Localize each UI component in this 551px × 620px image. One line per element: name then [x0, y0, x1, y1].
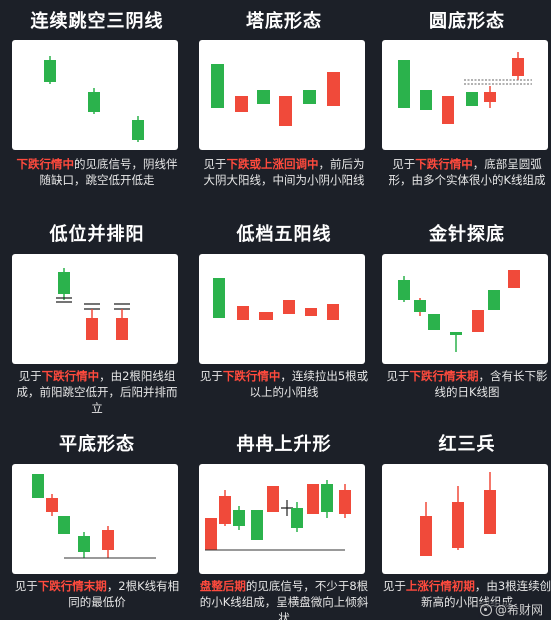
desc-part: 见于: [18, 369, 42, 383]
candles-hammer-bottom: [398, 270, 520, 352]
pattern-title: 塔底形态: [246, 11, 322, 32]
desc-part: ，2根K线有相同的最低价: [68, 579, 180, 609]
desc-part: 下跌行情中: [415, 157, 473, 171]
pattern-description: 见于下跌行情中，底部呈圆弧形，由多个实体很小的K线组成: [382, 156, 551, 188]
pattern-description: 下跌行情中的见底信号，阴线伴随缺口，跳空低开低走: [12, 156, 182, 188]
desc-part: 下跌或上涨回调中: [226, 157, 319, 171]
pattern-description: 盘整后期的见底信号，不少于8根的小K线组成，呈横盘微向上倾斜状: [199, 578, 369, 620]
desc-part: 见于: [392, 157, 416, 171]
desc-part: ，由2根阳线组成，前阳跳空低开，后阳并排而立: [16, 369, 178, 415]
candles-tower-bottom: [211, 64, 340, 126]
candlestick-panel: [12, 40, 178, 150]
candlestick-panel: [12, 254, 178, 364]
pattern-title: 红三兵: [438, 434, 496, 455]
desc-part: 见于: [203, 157, 227, 171]
desc-part: 下跌行情中: [41, 369, 100, 383]
candles-three-white-soldiers: [420, 472, 496, 556]
desc-part: ，前后为大阴大阳线，中间为小阴小阳线: [203, 157, 365, 187]
desc-part: 下跌行情中: [16, 157, 75, 171]
desc-part: 下跌行情末期: [409, 369, 479, 383]
desc-part: 见于: [199, 369, 223, 383]
pattern-description: 见于下跌行情中，连续拉出5根或以上的小阳线: [199, 368, 369, 400]
pattern-title: 金针探底: [429, 224, 505, 245]
pattern-description: 见于下跌行情末期，含有长下影线的日K线图: [382, 368, 551, 400]
desc-part: 见于: [14, 579, 38, 593]
desc-part: 盘整后期: [199, 579, 246, 593]
pattern-title: 低位并排阳: [49, 224, 145, 245]
pattern-title: 低档五阳线: [236, 224, 332, 245]
candles-slowly-rising: [205, 480, 351, 551]
candles-low-side-by-side-bull: [56, 268, 130, 340]
candles-five-low-bull: [213, 278, 339, 320]
candlestick-panel: [382, 254, 548, 364]
desc-part: 上涨行情初期: [405, 579, 475, 593]
desc-part: ，连续拉出5根或以上的小阳线: [249, 369, 369, 399]
pattern-description: 见于下跌行情中，由2根阳线组成，前阳跳空低开，后阳并排而立: [12, 368, 182, 416]
desc-part: 见于: [386, 369, 410, 383]
candlestick-panel: [199, 254, 365, 364]
candles-flat-bottom: [32, 474, 156, 559]
desc-part: 见于: [382, 579, 406, 593]
desc-part: ，含有长下影线的日K线图: [434, 369, 548, 399]
pattern-description: 见于上涨行情初期，由3根连续创新高的小阳线组成: [382, 578, 551, 610]
pattern-description: 见于下跌或上涨回调中，前后为大阴大阳线，中间为小阴小阳线: [199, 156, 369, 188]
candlestick-panel: [382, 464, 548, 574]
pattern-title: 冉冉上升形: [236, 434, 332, 455]
pattern-description: 见于下跌行情末期，2根K线有相同的最低价: [12, 578, 182, 610]
candlestick-panel: [199, 40, 365, 150]
desc-part: 的见底信号，不少于8根的小K线组成，呈横盘微向上倾斜状: [199, 579, 369, 620]
pattern-title: 连续跳空三阴线: [30, 11, 164, 32]
desc-part: 下跌行情末期: [37, 579, 107, 593]
desc-part: ，底部呈圆弧形，由多个实体很小的K线组成: [388, 157, 546, 187]
candles-round-bottom: [398, 52, 532, 124]
watermark: @希财网: [477, 602, 545, 618]
candlestick-panel: [199, 464, 365, 574]
pattern-title: 平底形态: [59, 434, 135, 455]
desc-part: 下跌行情中: [222, 369, 281, 383]
brand-logo-icon: [479, 604, 492, 616]
candlestick-panel: [382, 40, 548, 150]
watermark-text: @希财网: [494, 603, 543, 617]
candles-three-gap-black: [44, 56, 144, 142]
pattern-title: 圆底形态: [429, 11, 505, 32]
desc-part: 的见底信号，阴线伴随缺口，跳空低开低走: [39, 157, 178, 187]
candlestick-panel: [12, 464, 178, 574]
